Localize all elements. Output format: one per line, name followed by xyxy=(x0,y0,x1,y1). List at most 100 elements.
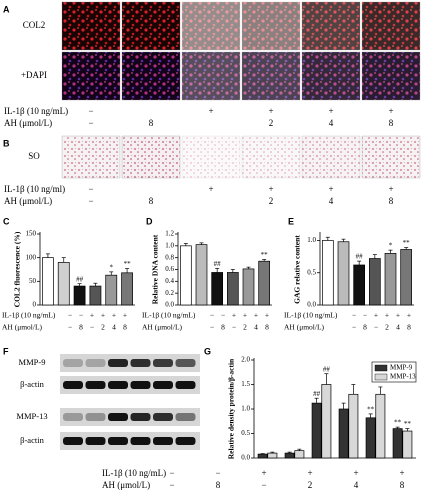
micrograph xyxy=(181,51,241,101)
blot-band xyxy=(63,413,83,421)
bar xyxy=(322,240,334,306)
significance-mark: ## xyxy=(356,253,364,261)
bar xyxy=(402,430,413,459)
panel-letter: F xyxy=(3,346,9,356)
y-tick-label: 1.0 xyxy=(307,236,316,244)
treatment-cell: − xyxy=(88,184,93,194)
bar xyxy=(195,244,208,306)
micrograph xyxy=(61,1,121,51)
treatment-cell: + xyxy=(208,184,213,194)
significance-mark: ## xyxy=(214,260,222,268)
bar xyxy=(42,257,54,306)
blot-band xyxy=(153,437,173,445)
x-row-cell: − xyxy=(352,323,356,332)
blot-band xyxy=(175,359,196,367)
treatment-cell: 8 xyxy=(389,118,394,128)
y-tick-label: 0.6 xyxy=(165,265,174,273)
y-tick-label: 150 xyxy=(26,230,37,238)
panel-letter: B xyxy=(3,138,10,148)
y-axis-label: Relative DNA content xyxy=(151,234,160,304)
bar xyxy=(365,417,376,459)
x-row-cell: 8 xyxy=(265,323,269,332)
bar xyxy=(284,452,295,459)
x-row-cell: − xyxy=(68,311,72,320)
x-row-cell: − xyxy=(215,468,220,478)
x-row-cell: + xyxy=(353,468,358,478)
blot-band xyxy=(130,437,151,445)
blot-band xyxy=(175,437,196,445)
blot-band xyxy=(130,381,151,389)
x-row-cell: − xyxy=(363,311,367,320)
panel-letter: E xyxy=(288,216,294,226)
bar xyxy=(369,258,381,306)
bar xyxy=(348,393,359,459)
micrograph xyxy=(361,51,421,101)
blot-band xyxy=(108,413,128,421)
significance-mark: ** xyxy=(124,260,132,268)
blot-background xyxy=(60,408,200,426)
y-tick-label: 1.0 xyxy=(241,405,250,413)
legend-label: MMP-13 xyxy=(390,373,416,381)
y-tick-label: 0 xyxy=(33,301,37,309)
y-axis-label: Relative density protein/β-actin xyxy=(227,358,236,459)
blot-band xyxy=(175,413,196,421)
significance-mark: ** xyxy=(403,239,411,247)
treatment-cell: + xyxy=(388,106,393,116)
bar xyxy=(57,262,70,306)
x-row-cell: 8 xyxy=(79,323,83,332)
blot-band xyxy=(85,413,106,421)
y-tick-label: 1.0 xyxy=(165,241,174,249)
x-row-cell: + xyxy=(254,311,258,320)
significance-mark: ** xyxy=(367,406,375,414)
x-row-cell: − xyxy=(210,311,214,320)
blot-band xyxy=(108,437,128,445)
bar xyxy=(375,393,386,459)
y-tick-label: 0.5 xyxy=(241,429,250,437)
blot-band xyxy=(85,359,106,367)
treatment-cell: 8 xyxy=(149,196,154,206)
y-tick-label: 0.0 xyxy=(165,301,174,309)
x-row-cell: 2 xyxy=(308,480,313,490)
x-row-cell: 4 xyxy=(112,323,116,332)
significance-mark: ** xyxy=(394,419,402,427)
x-row-cell: − xyxy=(169,480,174,490)
micrograph xyxy=(61,135,121,179)
blot-label: MMP-9 xyxy=(19,357,46,367)
micrograph xyxy=(121,135,181,179)
blot-band xyxy=(85,381,106,389)
x-row-cell: − xyxy=(68,323,72,332)
row-label: COL2 xyxy=(23,20,46,30)
micrograph xyxy=(241,1,301,51)
x-row-cell: + xyxy=(123,311,127,320)
x-row-cell: − xyxy=(261,480,266,490)
row-label: +DAPI xyxy=(21,70,47,80)
x-row-cell: 4 xyxy=(354,480,359,490)
y-tick-label: 50 xyxy=(29,277,37,285)
bar xyxy=(180,245,192,306)
bar xyxy=(337,241,350,306)
x-row-cell: − xyxy=(90,323,94,332)
x-row-cell: + xyxy=(407,311,411,320)
treatment-cell: 4 xyxy=(329,196,334,206)
x-row-cell: − xyxy=(210,323,214,332)
blot-background xyxy=(60,432,200,450)
x-row-cell: + xyxy=(261,468,266,478)
bar xyxy=(258,260,270,306)
treatment-cell: − xyxy=(88,118,93,128)
blot-label: MMP-13 xyxy=(16,411,47,421)
treatment-cell: 4 xyxy=(329,118,334,128)
micrograph xyxy=(121,1,181,51)
treatment-label: AH (μmol/L) xyxy=(4,196,52,206)
treatment-cell: + xyxy=(328,184,333,194)
micrograph xyxy=(181,1,241,51)
y-tick-label: 0.0 xyxy=(241,454,250,462)
micrograph xyxy=(121,51,181,101)
treatment-label: IL-1β (10 ng/ml) xyxy=(4,184,65,194)
micrograph xyxy=(241,135,301,179)
bar xyxy=(267,452,278,459)
bar xyxy=(294,450,305,459)
blot-label: β-actin xyxy=(20,435,44,445)
bar xyxy=(227,272,239,306)
blot-band xyxy=(130,359,151,367)
